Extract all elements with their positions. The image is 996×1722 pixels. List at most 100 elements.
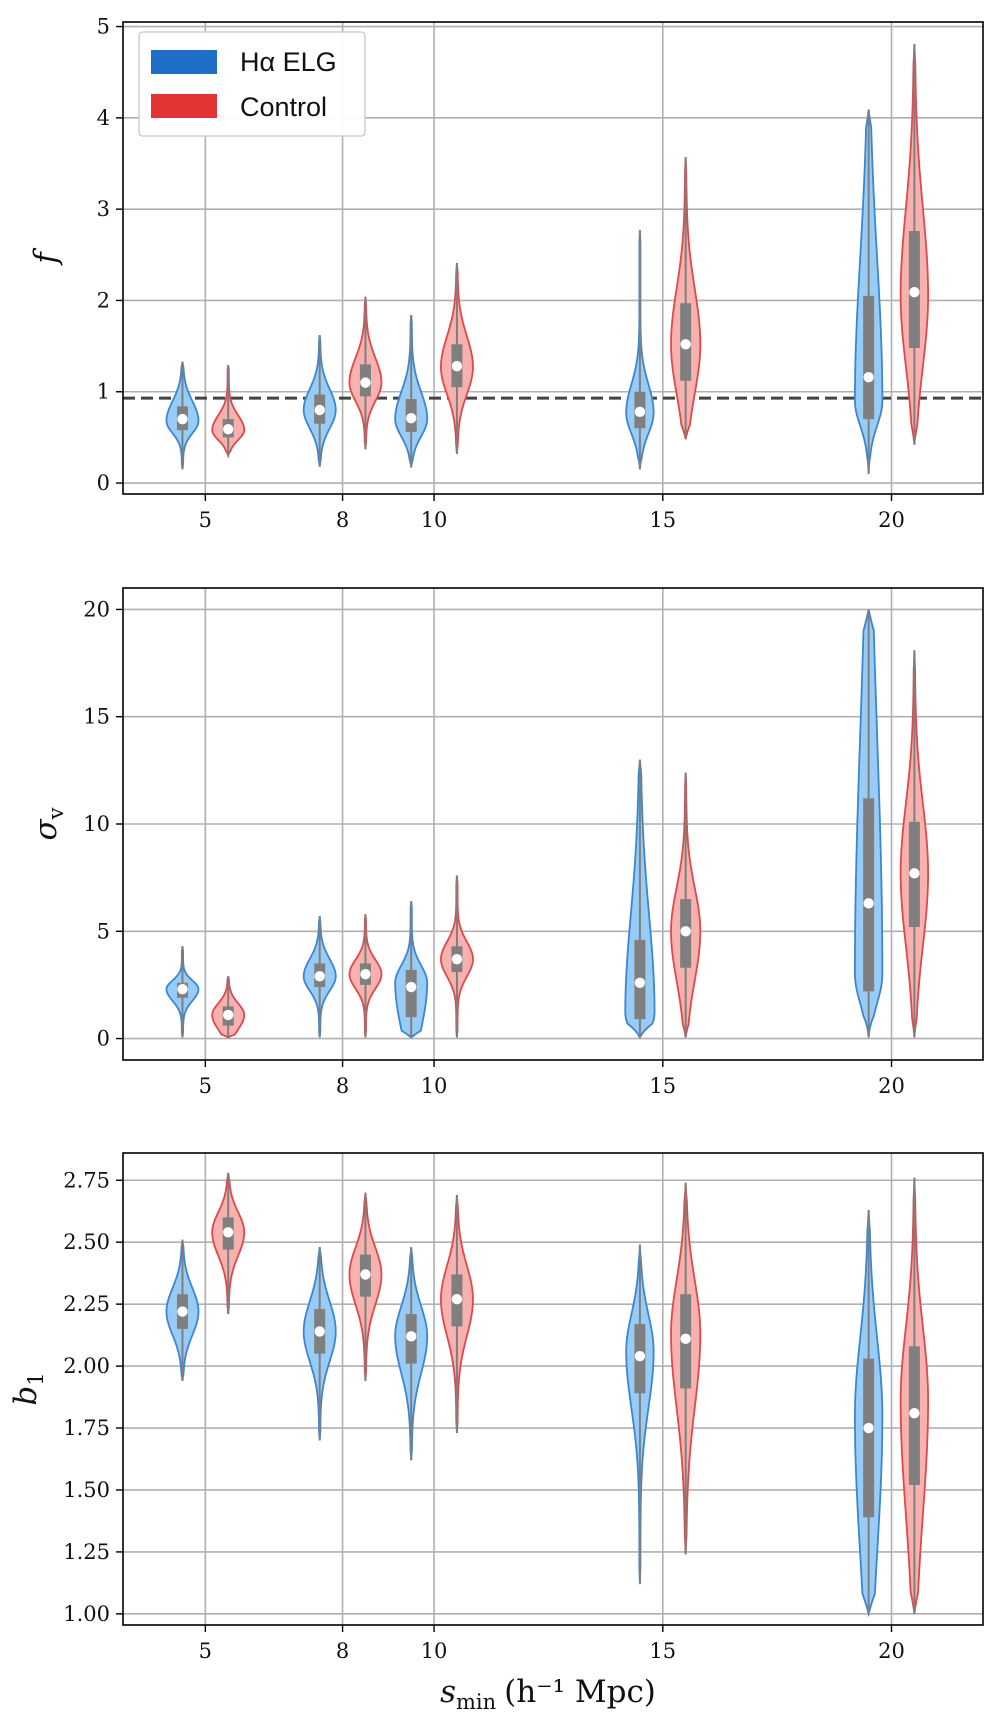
violin-median xyxy=(451,360,463,372)
violin-ctrl-x8.5 xyxy=(348,1192,383,1382)
violin-ctrl-x5.5 xyxy=(211,1172,246,1315)
violin-box xyxy=(863,295,875,420)
panel-f: 5 8 10 15 20 0 1 2 3 4 5 f xyxy=(28,15,984,532)
y-tick-label: 1.75 xyxy=(63,1416,110,1440)
y-tick-label: 0 xyxy=(97,471,110,495)
plot-frame xyxy=(122,1152,984,1626)
y-axis-title: σv xyxy=(28,807,68,840)
violin-elg-x9.5 xyxy=(394,1247,429,1461)
y-axis-title-var: f xyxy=(28,247,64,266)
legend-label-elg: Hα ELG xyxy=(240,47,337,77)
violin-box xyxy=(863,1358,875,1518)
violin-elg-x19.5 xyxy=(854,1209,884,1618)
y-tick-label: 2.00 xyxy=(63,1354,110,1378)
violin-elg-x14.5 xyxy=(625,230,655,470)
violin-ctrl-x15.5 xyxy=(670,157,702,440)
y-axis-title: f xyxy=(28,247,64,266)
violin-median xyxy=(863,898,874,909)
violin-median xyxy=(680,339,691,350)
x-tick-label: 10 xyxy=(421,1639,448,1663)
plot-frame xyxy=(122,21,984,495)
violin-ctrl-x5.5 xyxy=(211,365,246,459)
violin-median xyxy=(634,1350,646,1362)
violin-median xyxy=(360,968,371,980)
violin-elg-x4.5 xyxy=(165,946,200,1038)
violin-median xyxy=(863,371,874,383)
y-tick-label: 0 xyxy=(97,1027,110,1051)
violin-median xyxy=(314,404,325,416)
violin-median xyxy=(223,1227,234,1238)
x-axis-title-sub: min xyxy=(456,1690,496,1714)
violin-median xyxy=(360,377,371,388)
y-tick-label: 2.75 xyxy=(63,1168,110,1192)
legend: Hα ELG Control xyxy=(138,31,366,137)
y-axis-title-sub: v xyxy=(44,807,68,820)
panels: 5 8 10 15 20 0 1 2 3 4 5 f 5 8 10 15 20 0 5 10 15 20 σv 5 8 10 15 2… xyxy=(8,15,984,1663)
y-tick-label: 2 xyxy=(97,288,110,312)
violin-elg-x9.5 xyxy=(394,314,429,468)
violin-elg-x19.5 xyxy=(854,109,884,474)
violin-ctrl-x10.5 xyxy=(440,875,474,1038)
y-tick-label: 20 xyxy=(83,597,110,621)
violin-median xyxy=(680,1333,691,1345)
violin-median xyxy=(863,1422,874,1434)
legend-swatch-elg xyxy=(151,50,217,74)
violin-ctrl-x8.5 xyxy=(348,296,383,450)
y-tick-label: 10 xyxy=(83,812,110,836)
x-tick-label: 8 xyxy=(336,1639,349,1663)
violin-median xyxy=(314,971,325,982)
violin-elg-x7.5 xyxy=(302,1247,337,1441)
violin-ctrl-x10.5 xyxy=(440,262,474,454)
violin-elg-x4.5 xyxy=(165,361,200,470)
violin-elg-x4.5 xyxy=(165,1239,200,1382)
violin-box xyxy=(405,969,417,1018)
legend-label-control: Control xyxy=(240,92,327,122)
violin-median xyxy=(909,868,920,879)
x-tick-label: 5 xyxy=(199,1074,212,1098)
panel-sigma_v: 5 8 10 15 20 0 5 10 15 20 σv xyxy=(28,587,984,1098)
x-tick-label: 15 xyxy=(649,1074,676,1098)
violin-elg-x7.5 xyxy=(302,335,337,467)
violin-median xyxy=(405,1331,417,1342)
violin-median xyxy=(680,926,691,937)
violin-median xyxy=(909,1407,920,1419)
violin-ctrl-x15.5 xyxy=(670,1182,702,1555)
violin-ctrl-x20.5 xyxy=(899,43,930,445)
violin-median xyxy=(223,1009,234,1021)
violin-median xyxy=(177,984,188,995)
violin-ctrl-x10.5 xyxy=(440,1195,474,1434)
y-tick-label: 15 xyxy=(83,705,110,729)
legend-swatch-control xyxy=(151,94,217,118)
y-axis-title-var: b xyxy=(8,1386,44,1406)
y-tick-label: 2.25 xyxy=(63,1292,110,1316)
y-tick-label: 3 xyxy=(97,197,110,221)
x-tick-label: 10 xyxy=(421,508,448,532)
violin-elg-x7.5 xyxy=(302,916,337,1038)
violin-elg-x9.5 xyxy=(394,901,429,1039)
x-tick-label: 15 xyxy=(649,508,676,532)
y-tick-label: 1 xyxy=(97,380,110,404)
y-tick-label: 1.50 xyxy=(63,1478,110,1502)
violin-ctrl-x8.5 xyxy=(348,914,383,1038)
violin-median xyxy=(314,1326,325,1337)
x-tick-label: 8 xyxy=(336,1074,349,1098)
x-tick-label: 20 xyxy=(878,1639,905,1663)
x-axis-title-var: s xyxy=(440,1674,456,1710)
y-axis-title-sub: 1 xyxy=(24,1372,48,1385)
violin-median xyxy=(360,1269,371,1280)
x-tick-label: 8 xyxy=(336,508,349,532)
y-tick-label: 5 xyxy=(97,15,110,39)
panel-b1: 5 8 10 15 20 1.00 1.25 1.50 1.75 2.00 2.25 2.50 2.75… xyxy=(8,1152,984,1663)
violin-ctrl-x15.5 xyxy=(670,772,702,1038)
violin-median xyxy=(405,413,417,424)
x-tick-label: 10 xyxy=(421,1074,448,1098)
violin-median xyxy=(451,1293,463,1305)
violin-ctrl-x5.5 xyxy=(211,976,246,1039)
x-tick-label: 5 xyxy=(199,1639,212,1663)
violin-median xyxy=(634,406,646,418)
violin-median xyxy=(177,413,188,425)
y-tick-label: 4 xyxy=(97,106,110,130)
violin-box xyxy=(863,798,875,992)
violin-median xyxy=(177,1306,188,1317)
